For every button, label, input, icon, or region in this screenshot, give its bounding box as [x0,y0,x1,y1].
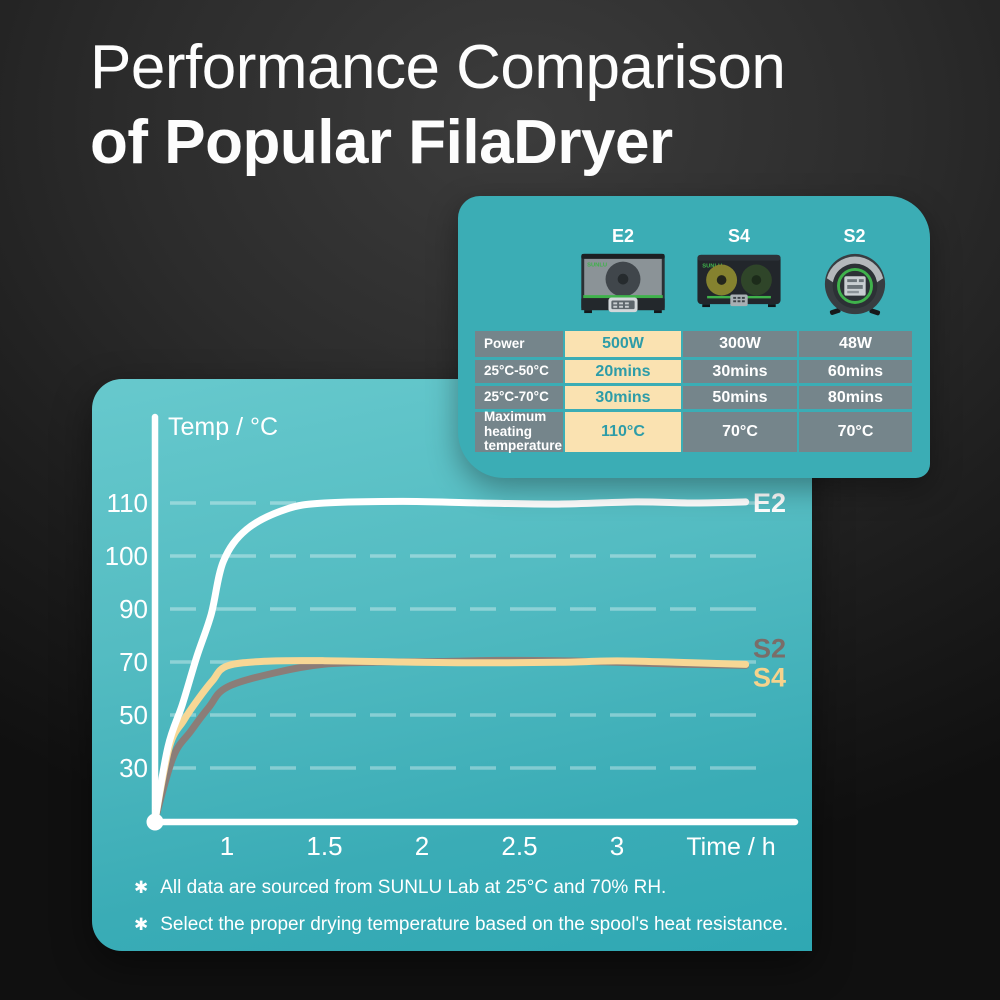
y-tick-label: 90 [119,594,148,624]
origin-dot [146,813,164,831]
spec-value-e2: 500W [565,331,681,357]
title-line-1: Performance Comparison [90,33,786,102]
spec-value-s4: 30mins [683,360,797,383]
x-tick-label: 2.5 [501,831,537,861]
asterisk-icon: ✱ [134,915,149,934]
sunlu-logo: SUNLU [702,263,722,269]
temperature-line-chart: 110 100 90 70 50 30 1 1.5 2 2.5 3 Time / h Temp / °C… [105,413,799,861]
filadryer-s4-image: SUNLU [697,254,781,308]
product-column-e2: E2 SUNLU [565,226,681,315]
footnote-1-text: All data are sourced from SUNLU Lab at 2… [160,877,667,898]
spec-value-s2: 70°C [799,412,912,452]
comparison-table-panel: E2 SUNLU S4 SUN [458,196,930,478]
asterisk-icon: ✱ [134,878,149,897]
spec-value-e2: 30mins [565,386,681,409]
sunlu-logo: SUNLU [587,263,607,269]
spec-row-label: Power [475,331,563,357]
spec-value-e2: 20mins [565,360,681,383]
spec-value-e2: 110°C [565,412,681,452]
x-axis-title: Time / h [686,833,775,861]
spec-value-s2: 80mins [799,386,912,409]
product-column-s4: S4 SUNLU [682,226,796,309]
spec-row-label: 25°C-50°C [475,360,563,383]
spec-row-label: 25°C-70°C [475,386,563,409]
spec-table: Power 500W 300W 48W 25°C-50°C 20mins 30m… [475,331,912,453]
y-tick-label: 50 [119,700,148,730]
curve-S4 [151,657,750,824]
x-tick-label: 3 [610,831,624,861]
filadryer-s2-image [824,253,885,316]
footnote-2-text: Select the proper drying temperature bas… [160,914,789,935]
x-tick-label: 1 [220,831,234,861]
footnote-2: ✱ Select the proper drying temperature b… [134,913,788,937]
y-tick-label: 70 [119,647,148,677]
y-axis-title: Temp / °C [168,413,278,441]
product-name-s2: S2 [843,226,866,246]
spec-value-s4: 70°C [683,412,797,452]
spec-value-s2: 60mins [799,360,912,383]
footnote-1: ✱ All data are sourced from SUNLU Lab at… [134,876,666,900]
x-tick-label: 1.5 [306,831,342,861]
y-tick-label: 30 [119,753,148,783]
spec-value-s4: 300W [683,331,797,357]
y-tick-label: 100 [105,541,148,571]
curve-E2 [151,497,750,824]
product-name-e2: E2 [611,226,635,246]
x-tick-label: 2 [415,831,429,861]
series-label-E2: E2 [753,488,786,518]
spec-row-label: Maximum heating temperature [475,409,563,453]
product-name-s4: S4 [727,226,751,246]
series-label-S2: S2 [753,633,786,663]
curve-S2 [151,656,750,824]
series-label-S4: S4 [753,662,786,692]
spec-value-s4: 50mins [683,386,797,409]
filadryer-e2-image: SUNLU [581,253,665,314]
product-column-s2: S2 [798,226,911,319]
page-title: Performance Comparison of Popular FilaDr… [90,30,786,180]
y-tick-label: 110 [107,488,148,518]
title-line-2: of Popular FilaDryer [90,108,673,177]
spec-value-s2: 48W [799,331,912,357]
